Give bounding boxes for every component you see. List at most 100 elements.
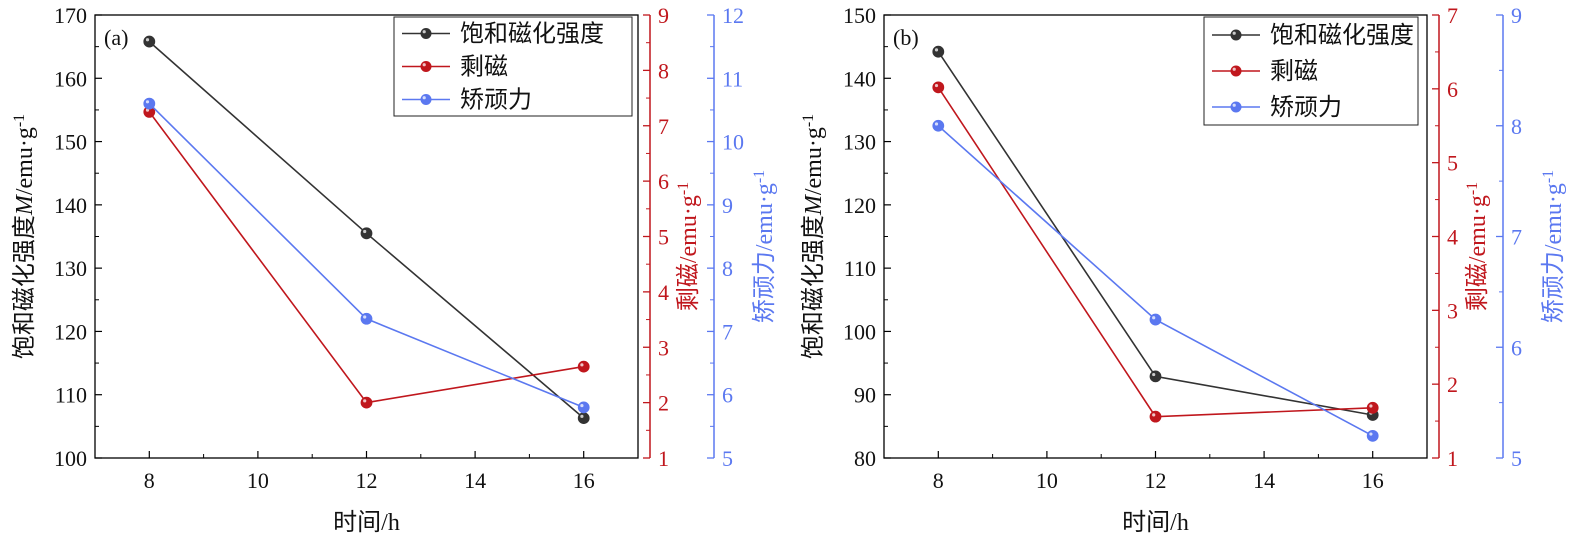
panel-a-remanence-series-point-highlight [580, 363, 584, 367]
panel-b-legend-swatch-marker [1230, 101, 1242, 113]
panel-a-remanence-series-line [148, 111, 584, 404]
panel-a-legend-swatch-marker [420, 28, 432, 39]
panel-b-y-tick-label: 100 [843, 319, 876, 344]
panel-b-y-tick-label: 110 [844, 256, 876, 281]
panel-a-coercivity-series-point-highlight [363, 315, 367, 319]
panel-a-remanence-tick-label: 1 [658, 446, 669, 471]
panel-a-x-tick-label: 12 [356, 468, 378, 493]
panel-b-remanence-tick-label: 1 [1447, 446, 1458, 471]
panel-b-y-axis-label-symbol: M [801, 193, 827, 216]
panel-a-coercivity-series-point [360, 312, 373, 325]
panel-a-legend-swatch-highlight [422, 96, 426, 100]
panel-b-x-axis-label: 时间/h [1122, 509, 1189, 536]
panel-b-remanence-tick-label: 3 [1447, 298, 1458, 323]
panel-b-remanence-series-point [932, 81, 945, 94]
panel-a-legend-label: 饱和磁化强度 [460, 21, 604, 48]
panel-a-coercivity-axis-label-unit: /emu·g [752, 183, 778, 251]
panel-b-coercivity-series-point-highlight [1369, 432, 1373, 436]
panel-a-x-tick-label: 10 [247, 468, 269, 493]
panel-a-coercivity-series-point [143, 97, 156, 110]
panel-a-remanence-series-point [360, 396, 373, 409]
panel-b-legend-swatch-marker [1230, 65, 1242, 77]
panel-b-coercivity-series-point-highlight [934, 122, 939, 126]
panel-a-remanence-axis-label-name: 剩磁 [675, 263, 702, 311]
panel-b-saturation-series-point-highlight [1152, 372, 1156, 377]
panel-b-y-tick-label: 80 [854, 446, 876, 471]
panel-b-remanence-axis-label-name: 剩磁 [1464, 263, 1491, 311]
panel-b-remanence-series-point-highlight [934, 83, 939, 88]
panel-a-coercivity-tick-label: 9 [722, 193, 733, 218]
panel-b-saturation-series-point-highlight [934, 48, 939, 52]
panel-a-coercivity-series-point-highlight [145, 100, 150, 104]
panel-b-remanence-series-point [1149, 410, 1162, 423]
panel-b-coercivity-tick-label: 6 [1511, 335, 1522, 360]
panel-b-coercivity-axis-label-unit: /emu·g [1541, 183, 1567, 251]
panel-b-y-tick-label: 90 [854, 383, 876, 408]
panel-b-remanence-axis-label-unit: /emu·g [1465, 195, 1491, 263]
panel-a-coercivity-tick-label: 8 [722, 256, 733, 281]
panel-b-saturation-series-point [1149, 370, 1162, 383]
panel-a-coercivity-axis-label-name: 矫顽力 [751, 251, 778, 323]
panel-a-saturation-series-point-highlight [580, 414, 584, 418]
panel-a-x-tick-label: 16 [573, 468, 595, 493]
panel-a-coercivity-axis-label-sup: -1 [751, 170, 768, 183]
panel-b-y-tick-label: 140 [843, 66, 876, 91]
panel-b-legend-label: 矫顽力 [1270, 94, 1342, 121]
panel-a-coercivity-series-point-highlight [580, 403, 584, 408]
panel-b-y-axis-label-sup: -1 [800, 114, 817, 127]
panel-a-y-axis-label-symbol: M [12, 193, 38, 216]
panel-b-coercivity-series-point-highlight [1152, 316, 1156, 320]
panel-a-coercivity-tick-label: 5 [722, 446, 733, 471]
panel-a-remanence-series-point [577, 360, 590, 373]
panel-b-remanence-tick-label: 5 [1447, 151, 1458, 176]
panel-b-y-axis-label-name: 饱和磁化强度 [800, 215, 827, 359]
panel-a-coercivity-tick-label: 11 [722, 66, 743, 91]
panel-b-x-tick-label: 14 [1253, 468, 1275, 493]
panel-a-legend-label: 剩磁 [460, 54, 508, 81]
panel-b-coercivity-series-point [1149, 313, 1162, 326]
panel-a-remanence-tick-label: 5 [658, 225, 669, 250]
panel-a-remanence-series-point-highlight [363, 399, 367, 403]
panel-a-legend-swatch-marker [420, 94, 432, 105]
panel-b-y-tick-label: 130 [843, 130, 876, 155]
panel-a-remanence-tick-label: 4 [658, 280, 669, 305]
panel-b-coercivity-series-point [1366, 429, 1379, 442]
panel-a-y-axis-label: 饱和磁化强度M/emu·g-1 [11, 114, 39, 359]
panel-b-remanence-tick-label: 2 [1447, 372, 1458, 397]
panel-a-saturation-series-point [577, 412, 590, 425]
panel-b-coercivity-series-point [932, 119, 945, 132]
panel-a-remanence-axis-label: 剩磁/emu·g-1 [675, 182, 703, 311]
panel-b-remanence-series-point-highlight [1369, 404, 1373, 408]
panel-a-saturation-series-point-highlight [363, 229, 367, 234]
panel-b-legend-swatch-marker [1230, 29, 1242, 41]
panel-a-y-tick-label: 140 [54, 193, 87, 218]
panel-a-remanence-axis-label-sup: -1 [675, 182, 692, 195]
panel-a-saturation-series-point-highlight [145, 38, 150, 42]
panel-a-remanence-tick-label: 9 [658, 3, 669, 28]
panel-b-y-tick-label: 120 [843, 193, 876, 218]
panel-a-y-tick-label: 100 [54, 446, 87, 471]
panel-b-x-tick-label: 10 [1036, 468, 1058, 493]
panel-b-remanence-series-line [937, 86, 1373, 418]
panel-a-y-tick-label: 150 [54, 130, 87, 155]
panel-a-legend-label: 矫顽力 [460, 87, 532, 114]
panel-a-remanence-tick-label: 3 [658, 335, 669, 360]
panel-a-legend-swatch-highlight [422, 63, 426, 67]
panel-a-saturation-series-point [143, 35, 156, 48]
panel-b-legend-swatch-highlight [1232, 31, 1236, 35]
panel-b-remanence-tick-label: 4 [1447, 225, 1458, 250]
panel-b-coercivity-tick-label: 8 [1511, 114, 1522, 139]
panel-b-y-axis-label: 饱和磁化强度M/emu·g-1 [800, 114, 828, 359]
panel-a-y-tick-label: 130 [54, 256, 87, 281]
panel-b-remanence-tick-label: 7 [1447, 3, 1458, 28]
panel-a-coercivity-tick-label: 12 [722, 3, 744, 28]
panel-b-x-tick-label: 16 [1362, 468, 1384, 493]
panel-a: 8 10 12 14 16时间/h100110120130140150160170饱和磁… [11, 3, 779, 536]
panel-a-x-tick-label: 8 [144, 468, 155, 493]
panel-a-y-tick-label: 170 [54, 3, 87, 28]
panel-b-coercivity-series-line [937, 125, 1374, 437]
panel-b-legend-label: 饱和磁化强度 [1270, 22, 1414, 49]
panel-b-y-tick-label: 150 [843, 3, 876, 28]
